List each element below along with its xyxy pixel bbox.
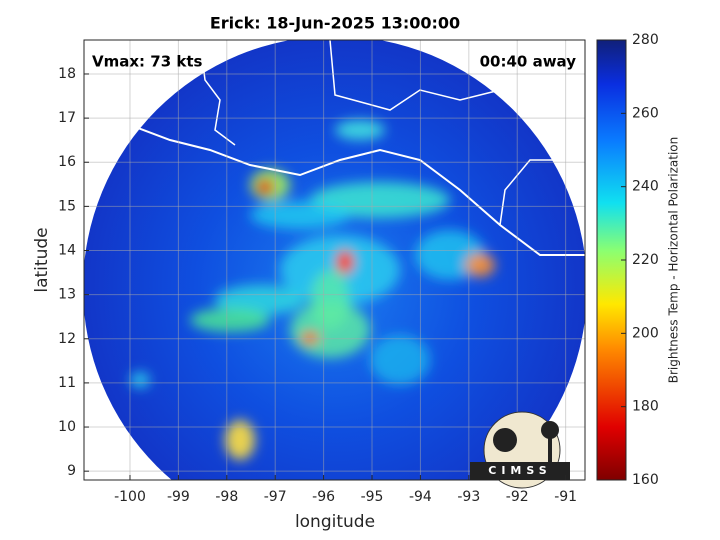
colorbar-tick-label: 280: [632, 32, 659, 48]
cloud-band: [310, 270, 350, 330]
y-tick-label: 14: [58, 243, 76, 259]
x-tick-label: -96: [312, 489, 335, 505]
cloud-band: [370, 335, 430, 385]
logo-text: CIMSS: [488, 464, 551, 477]
y-tick-label: 10: [58, 419, 76, 435]
colorbar-tick-label: 220: [632, 252, 659, 268]
x-tick-label: -97: [264, 489, 287, 505]
y-tick-label: 9: [67, 463, 76, 479]
y-tick-label: 17: [58, 110, 76, 126]
annotation: 00:40 away: [480, 53, 577, 71]
x-tick-label: -100: [114, 489, 146, 505]
y-tick-label: 16: [58, 154, 76, 170]
y-tick-label: 15: [58, 198, 76, 214]
x-tick-label: -94: [409, 489, 432, 505]
colorbar-tick-label: 200: [632, 325, 659, 341]
cloud-band: [190, 308, 270, 332]
cloud-band: [130, 372, 150, 388]
x-axis-label: longitude: [295, 512, 375, 532]
plot-area: [84, 40, 585, 480]
y-tick-label: 18: [58, 66, 76, 82]
x-tick-label: -91: [554, 489, 577, 505]
x-tick-label: -99: [167, 489, 190, 505]
x-tick-label: -95: [361, 489, 384, 505]
cimss-logo: CIMSS: [470, 411, 570, 489]
x-tick-label: -93: [457, 489, 480, 505]
colorbar-tick-label: 260: [632, 105, 659, 121]
chart-title: Erick: 18-Jun-2025 13:00:00: [210, 14, 460, 33]
cloud-band: [301, 332, 319, 344]
y-tick-label: 11: [58, 375, 76, 391]
cloud-band: [256, 179, 274, 195]
cloud-band: [465, 253, 495, 277]
plot-frame: [83, 39, 586, 481]
colorbar-label: Brightness Temp - Horizontal Polarizatio…: [667, 137, 681, 384]
y-tick-label: 12: [58, 331, 76, 347]
cloud-band: [335, 120, 385, 140]
cloud-band: [215, 285, 305, 315]
annotation: Vmax: 73 kts: [92, 53, 202, 71]
cloud-band: [250, 201, 350, 229]
x-tick-label: -92: [506, 489, 529, 505]
cloud-band: [336, 250, 354, 274]
colorbar-tick-label: 240: [632, 179, 659, 195]
y-tick-label: 13: [58, 287, 76, 303]
y-axis-label: latitude: [32, 227, 52, 292]
colorbar-tick-label: 180: [632, 399, 659, 415]
cloud-band: [225, 420, 255, 460]
x-tick-label: -98: [215, 489, 238, 505]
colorbar-tick-label: 160: [632, 472, 659, 488]
